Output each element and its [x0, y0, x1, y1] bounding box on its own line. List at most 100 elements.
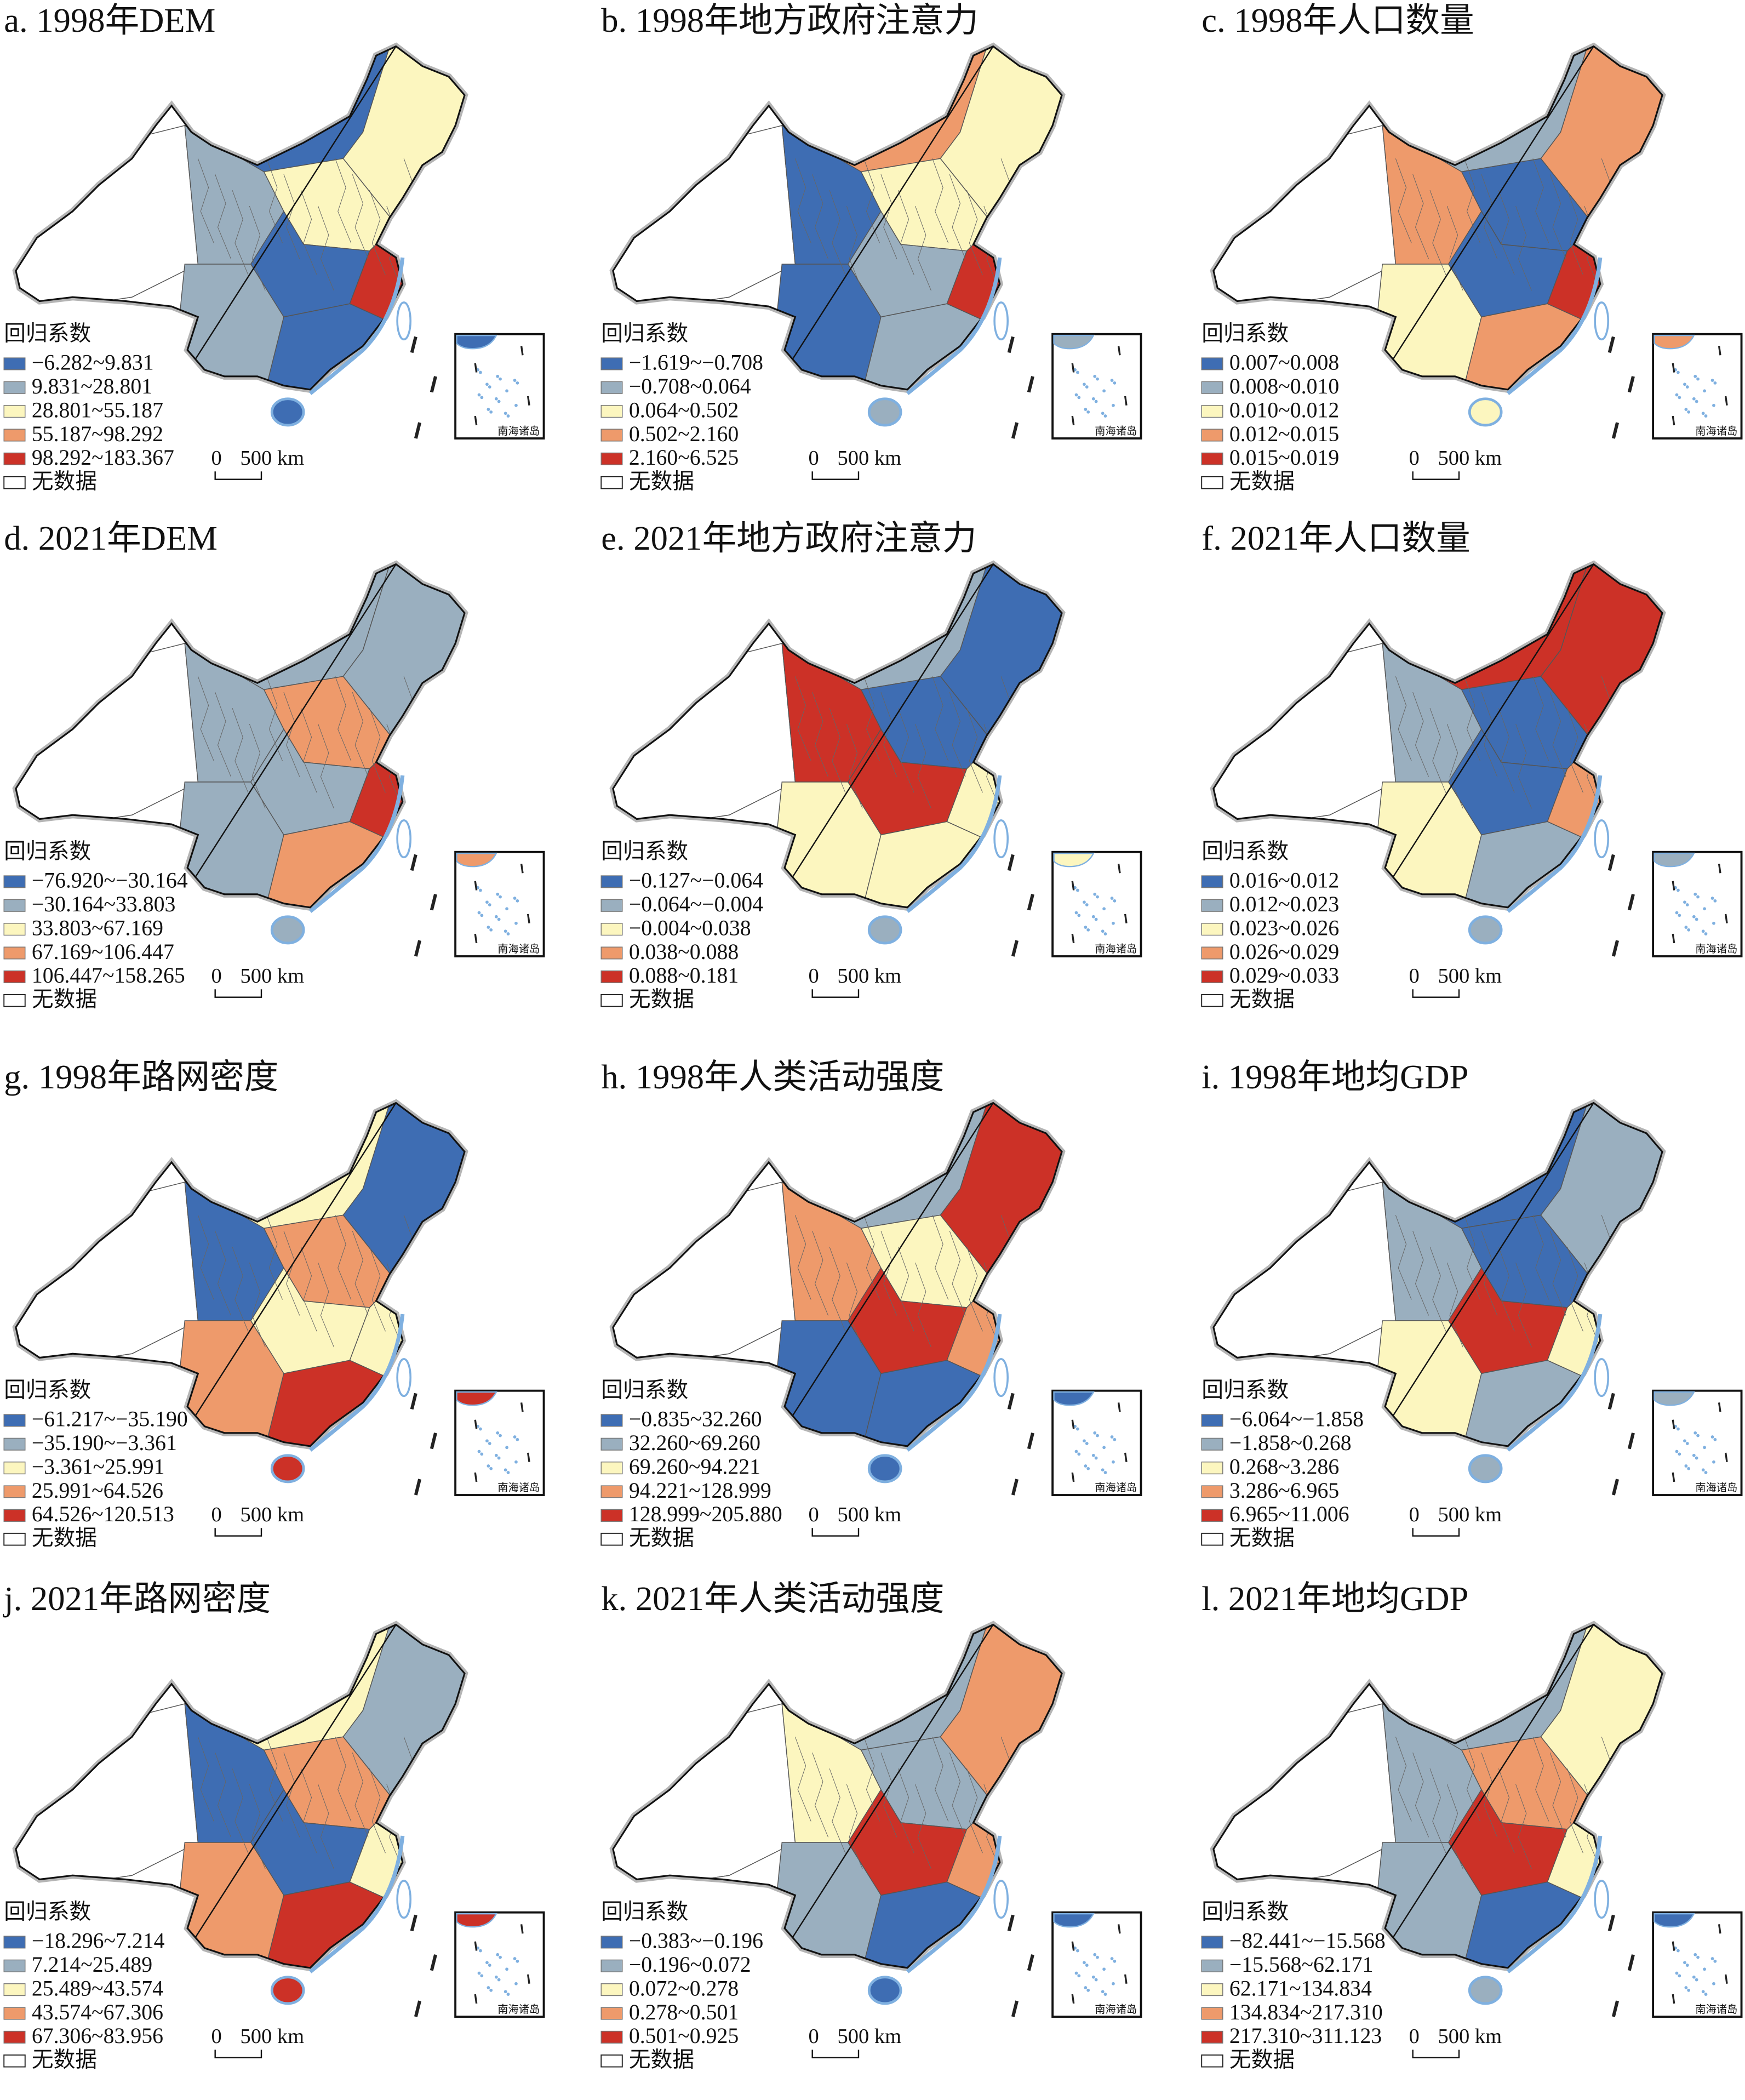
legend-swatch [3, 1462, 26, 1475]
scale-label: 500 km [1438, 447, 1502, 470]
legend-swatch [1201, 1936, 1223, 1949]
inset-label: 南海诸岛 [497, 1482, 540, 1494]
inset-label: 南海诸岛 [1695, 2004, 1737, 2016]
scale-zero: 0 [1409, 965, 1419, 988]
legend-swatch [3, 1959, 26, 1972]
nine-dash-icon [1627, 894, 1635, 911]
nine-dash-icon [414, 1479, 422, 1496]
hu-line [194, 1624, 397, 1938]
legend-item: −15.568~62.171 [1229, 1953, 1374, 1977]
legend-swatch [1201, 946, 1223, 960]
south-china-sea-inset: 南海诸岛 [1051, 333, 1142, 440]
country-border [1212, 45, 1663, 391]
legend-item: −0.708~0.064 [629, 374, 751, 398]
scale-zero: 0 [808, 2025, 819, 2048]
legend-swatch-nodata [600, 476, 623, 489]
legend-title: 回归系数 [1202, 1378, 1289, 1402]
nine-dash-icon [1611, 422, 1620, 439]
hu-line [792, 1624, 994, 1938]
map-panel-h: h. 1998年人类活动强度 回归系数 −0.835~32.260 32.260~69… [597, 1057, 1178, 1578]
legend-item: −30.164~33.803 [32, 892, 176, 916]
legend-item-nodata: 无数据 [32, 988, 97, 1012]
nine-dash-icon [1011, 940, 1019, 957]
scale-label: 500 km [240, 2025, 304, 2048]
legend-swatch [600, 2030, 623, 2044]
legend-item: 0.501~0.925 [629, 2024, 739, 2048]
legend-swatch [1201, 405, 1223, 418]
legend-item-nodata: 无数据 [629, 988, 694, 1012]
legend-item: 33.803~67.169 [32, 916, 163, 940]
legend-item: 0.502~2.160 [629, 422, 739, 446]
panel-title: l. 2021年地均GDP [1202, 1579, 1468, 1618]
legend-item: −0.004~0.038 [629, 916, 751, 940]
inset-label: 南海诸岛 [1095, 1482, 1137, 1494]
hu-line [792, 1102, 994, 1417]
south-china-sea-inset: 南海诸岛 [1652, 1911, 1743, 2018]
legend-item: 25.991~64.526 [32, 1479, 163, 1503]
legend-swatch-nodata [3, 1532, 26, 1546]
legend-swatch [600, 899, 623, 912]
legend-item: 128.999~205.880 [629, 1502, 782, 1526]
coastline [1506, 1314, 1603, 1452]
south-china-sea-inset: 南海诸岛 [454, 1389, 545, 1496]
taiwan-outline [993, 1880, 1009, 1919]
hu-line [1392, 1624, 1594, 1938]
legend-item: 0.016~0.012 [1229, 869, 1339, 893]
legend-title: 回归系数 [4, 1900, 91, 1924]
legend-item: 134.834~217.310 [1229, 2000, 1383, 2024]
nine-dash-icon [430, 894, 437, 911]
panel-title: e. 2021年地方政府注意力 [601, 519, 976, 557]
country-border [15, 1623, 466, 1969]
south-china-sea-inset: 南海诸岛 [454, 333, 545, 440]
legend-swatch [600, 1462, 623, 1475]
choropleth-map: c. 1998年人口数量回归系数0.007~0.0080.008~0.0100.… [1201, 1, 1743, 494]
scale-bar [811, 471, 860, 480]
legend-swatch [1201, 452, 1223, 465]
coastline [308, 1835, 405, 1973]
coastline [906, 257, 1002, 395]
nine-dash-icon [414, 940, 422, 957]
nine-dash-icon [1607, 854, 1615, 871]
legend-item: −6.064~−1.858 [1229, 1407, 1364, 1431]
panel-title: b. 1998年地方政府注意力 [601, 1, 979, 39]
country-border [612, 1102, 1063, 1447]
legend-swatch [1201, 1485, 1223, 1498]
legend-title: 回归系数 [4, 840, 91, 864]
legend-swatch [1201, 970, 1223, 983]
legend-title: 回归系数 [601, 1900, 688, 1924]
taiwan-outline [1594, 1358, 1610, 1397]
legend-item-nodata: 无数据 [1229, 1526, 1295, 1550]
region-hainan [867, 1976, 902, 2005]
legend-item-nodata: 无数据 [1229, 988, 1295, 1012]
coastline [1506, 257, 1603, 395]
country-border [612, 1623, 1063, 1969]
taiwan-outline [993, 1358, 1009, 1397]
coastline [308, 257, 405, 395]
legend-item: 9.831~28.801 [32, 374, 152, 398]
legend-title: 回归系数 [601, 322, 688, 346]
map-panel-g: g. 1998年路网密度 回归系数 −61.217~−35.190 −35.190~−… [0, 1057, 581, 1578]
legend-item: 0.015~0.019 [1229, 446, 1339, 470]
legend-swatch [3, 2030, 26, 2044]
legend-swatch [600, 970, 623, 983]
scale-zero: 0 [1409, 2025, 1419, 2048]
hu-line [792, 563, 994, 878]
legend-item: 55.187~98.292 [32, 422, 163, 446]
nine-dash-icon [1627, 1954, 1635, 1971]
legend-swatch [3, 875, 26, 888]
legend-swatch [600, 452, 623, 465]
legend-item: 6.965~11.006 [1229, 1502, 1349, 1526]
coastline [1506, 775, 1603, 913]
legend-item-nodata: 无数据 [1229, 2048, 1295, 2072]
map-panel-i: i. 1998年地均GDP 回归系数 −6.064~−1.858 −1.858~0.2… [1198, 1057, 1745, 1578]
inset-label: 南海诸岛 [1095, 943, 1137, 955]
legend-title: 回归系数 [601, 1378, 688, 1402]
panel-title: i. 1998年地均GDP [1202, 1058, 1468, 1096]
legend-swatch [600, 1485, 623, 1498]
country-border [1212, 1623, 1663, 1969]
nine-dash-icon [1011, 1479, 1019, 1496]
legend-swatch-nodata [1201, 1532, 1223, 1546]
